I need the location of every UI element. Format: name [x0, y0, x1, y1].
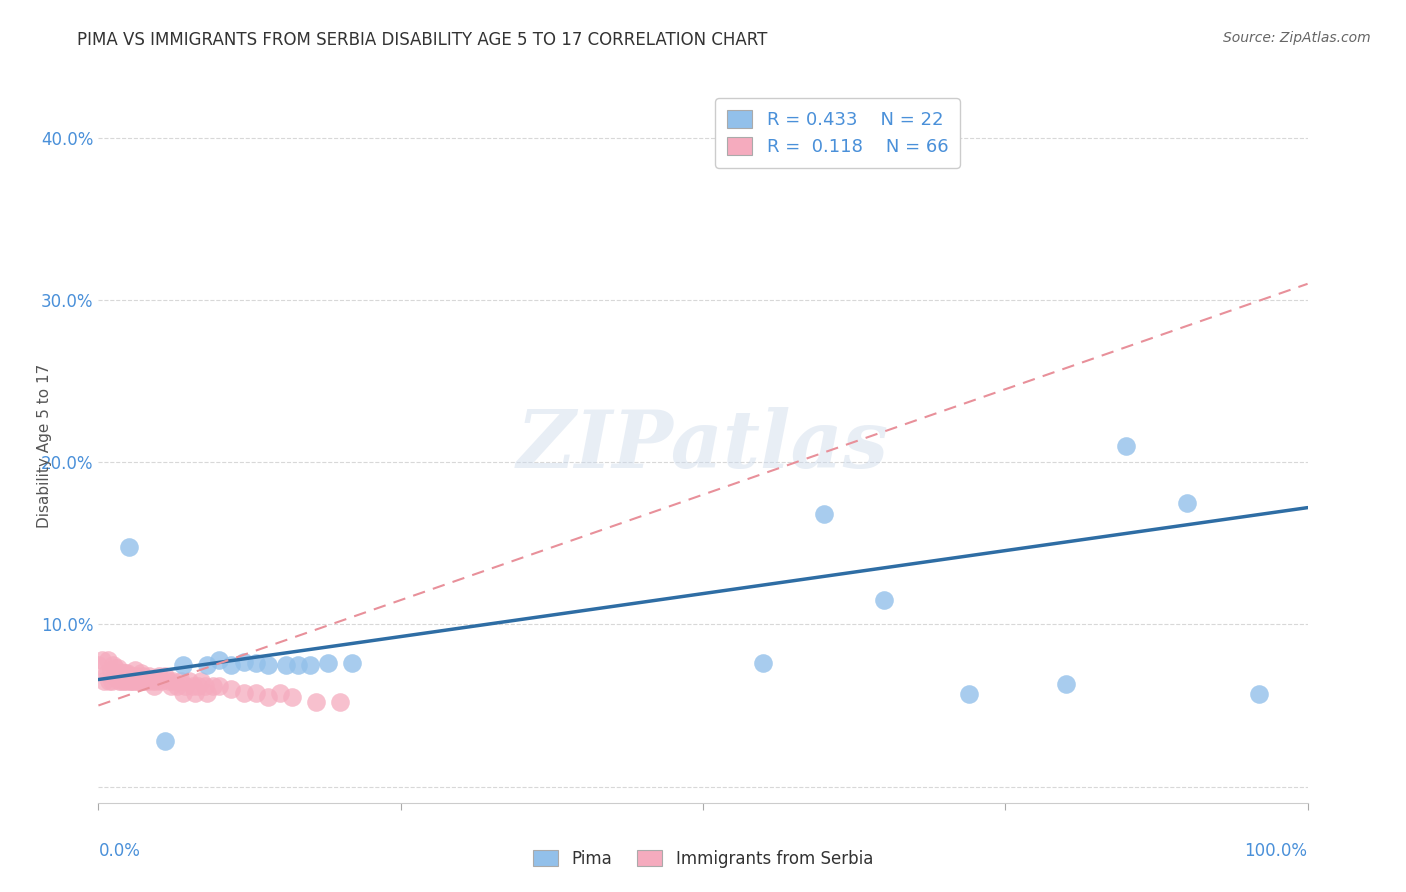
- Point: [1249, 687, 1271, 701]
- Point: [117, 666, 139, 681]
- Point: [221, 657, 243, 672]
- Text: Source: ZipAtlas.com: Source: ZipAtlas.com: [1223, 31, 1371, 45]
- Point: [101, 657, 124, 672]
- Point: [120, 674, 142, 689]
- Point: [187, 679, 209, 693]
- Point: [118, 674, 141, 689]
- Point: [299, 657, 322, 672]
- Point: [169, 674, 191, 689]
- Point: [100, 674, 122, 689]
- Point: [97, 653, 120, 667]
- Point: [316, 657, 339, 671]
- Point: [132, 669, 155, 683]
- Point: [112, 674, 135, 689]
- Point: [150, 674, 173, 689]
- Point: [108, 666, 131, 681]
- Text: Disability Age 5 to 17: Disability Age 5 to 17: [37, 364, 52, 528]
- Point: [91, 653, 114, 667]
- Point: [179, 674, 201, 689]
- Point: [118, 669, 141, 683]
- Point: [148, 669, 170, 683]
- Point: [87, 657, 110, 672]
- Point: [181, 679, 204, 693]
- Point: [166, 679, 188, 693]
- Point: [135, 674, 157, 689]
- Point: [103, 669, 125, 683]
- Point: [125, 674, 148, 689]
- Point: [172, 657, 194, 672]
- Point: [184, 685, 207, 699]
- Point: [143, 679, 166, 693]
- Point: [208, 653, 231, 667]
- Point: [1175, 496, 1198, 510]
- Point: [194, 679, 217, 693]
- Point: [115, 674, 138, 689]
- Text: 0.0%: 0.0%: [98, 842, 141, 860]
- Point: [342, 657, 364, 671]
- Point: [208, 679, 231, 693]
- Point: [118, 540, 141, 554]
- Point: [96, 666, 118, 681]
- Legend: R = 0.433    N = 22, R =  0.118    N = 66: R = 0.433 N = 22, R = 0.118 N = 66: [716, 98, 960, 168]
- Point: [122, 674, 145, 689]
- Point: [93, 674, 115, 689]
- Point: [1054, 677, 1077, 691]
- Point: [104, 661, 127, 675]
- Point: [127, 674, 149, 689]
- Point: [202, 679, 225, 693]
- Point: [127, 669, 149, 683]
- Point: [110, 674, 132, 689]
- Point: [281, 690, 304, 705]
- Point: [195, 657, 218, 672]
- Point: [153, 669, 176, 683]
- Point: [269, 685, 291, 699]
- Point: [245, 685, 267, 699]
- Point: [752, 657, 775, 671]
- Point: [108, 674, 131, 689]
- Point: [129, 666, 152, 681]
- Point: [114, 666, 136, 681]
- Text: 100.0%: 100.0%: [1244, 842, 1308, 860]
- Point: [232, 685, 254, 699]
- Point: [157, 674, 180, 689]
- Point: [145, 674, 167, 689]
- Point: [274, 657, 297, 672]
- Point: [138, 669, 160, 683]
- Point: [256, 657, 278, 672]
- Point: [1115, 439, 1137, 453]
- Point: [232, 655, 254, 669]
- Point: [813, 507, 835, 521]
- Text: ZIPatlas: ZIPatlas: [517, 408, 889, 484]
- Point: [174, 679, 197, 693]
- Point: [329, 695, 352, 709]
- Point: [131, 674, 153, 689]
- Point: [221, 682, 243, 697]
- Point: [121, 669, 143, 683]
- Point: [190, 674, 212, 689]
- Point: [105, 669, 128, 683]
- Point: [134, 674, 156, 689]
- Point: [305, 695, 328, 709]
- Point: [957, 687, 980, 701]
- Point: [160, 679, 183, 693]
- Point: [873, 593, 896, 607]
- Point: [141, 674, 163, 689]
- Legend: Pima, Immigrants from Serbia: Pima, Immigrants from Serbia: [526, 844, 880, 875]
- Point: [245, 657, 267, 671]
- Point: [124, 663, 146, 677]
- Point: [256, 690, 278, 705]
- Point: [195, 685, 218, 699]
- Point: [162, 674, 184, 689]
- Point: [107, 661, 129, 675]
- Point: [287, 657, 309, 672]
- Point: [111, 666, 134, 681]
- Text: PIMA VS IMMIGRANTS FROM SERBIA DISABILITY AGE 5 TO 17 CORRELATION CHART: PIMA VS IMMIGRANTS FROM SERBIA DISABILIT…: [77, 31, 768, 49]
- Point: [172, 685, 194, 699]
- Point: [153, 734, 176, 748]
- Point: [98, 674, 121, 689]
- Point: [100, 663, 122, 677]
